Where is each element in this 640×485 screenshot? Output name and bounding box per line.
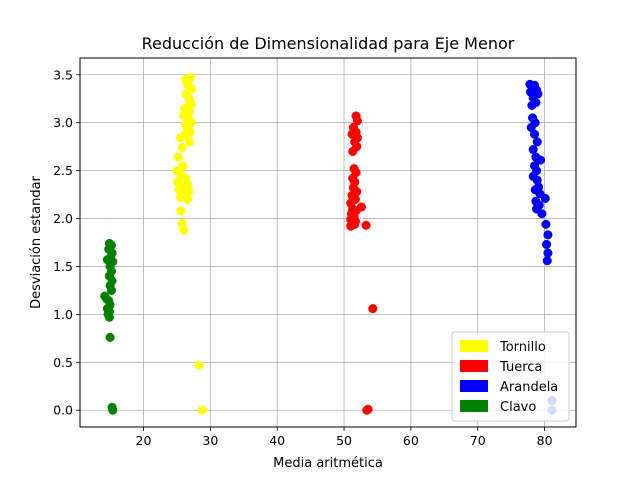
data-point-tornillo [185,137,195,147]
data-point-arandela [537,209,547,219]
legend-label-arandela: Arandela [500,380,558,395]
data-point-arandela [532,137,542,147]
data-point-tuerca [346,221,356,231]
plot-frame [79,57,577,428]
y-tick-label: 3.5 [53,67,73,82]
y-tick-label: 0.0 [53,403,73,418]
data-point-arandela [542,239,552,249]
data-point-tornillo [183,194,193,204]
axis-ticks: 20 30 40 50 60 70 80 0.0 0.5 1.0 1.5 2.0 2.5 3.0 3.5 [53,67,552,448]
y-tick-label: 2.0 [53,211,73,226]
y-tick-label: 3.0 [53,115,73,130]
x-tick-label: 30 [202,433,218,448]
data-point-tornillo [179,225,189,235]
legend-swatch-arandela [460,380,488,392]
legend-box [451,331,570,422]
x-axis-label: Media aritmética [273,456,383,471]
data-point-tornillo [173,152,183,162]
data-point-clavo [105,332,115,342]
legend-label-clavo: Clavo [500,400,536,415]
legend-label-tornillo: Tornillo [499,340,546,355]
data-point-tornillo [175,133,185,143]
data-point-arandela [543,230,553,240]
data-point-tornillo [194,360,204,370]
data-point-arandela [530,129,540,139]
data-point-tuerca [348,146,358,156]
data-point-arandela [527,100,537,110]
y-tick-label: 2.5 [53,163,73,178]
data-point-arandela [536,155,546,165]
data-point-tornillo [197,405,207,415]
x-tick-label: 20 [136,433,152,448]
data-point-tuerca [368,304,378,314]
x-tick-label: 40 [269,433,285,448]
grid [80,58,576,427]
data-point-clavo [104,312,114,322]
y-tick-label: 1.0 [53,307,73,322]
data-point-clavo [108,405,118,415]
legend-swatch-clavo [460,400,488,412]
data-point-tuerca [352,116,362,126]
data-points [100,73,557,415]
legend-swatch-tuerca [460,360,488,372]
data-point-arandela [528,144,538,155]
y-tick-label: 1.5 [53,259,73,274]
x-tick-label: 80 [537,433,553,448]
legend: Tornillo Tuerca Arandela Clavo [451,331,570,422]
data-point-tornillo [177,143,187,153]
y-axis-label: Desviación estandar [29,175,44,308]
data-point-tuerca [362,405,372,415]
legend-swatch-tornillo [460,340,488,352]
y-tick-label: 0.5 [53,355,73,370]
data-point-tornillo [176,206,186,216]
data-point-tuerca [361,220,371,230]
chart-title: Reducción de Dimensionalidad para Eje Me… [142,34,515,53]
legend-label-tuerca: Tuerca [499,360,542,375]
x-tick-label: 50 [336,433,352,448]
x-tick-label: 60 [403,433,419,448]
x-tick-label: 70 [470,433,486,448]
data-point-arandela [543,248,553,258]
data-point-arandela [541,219,551,229]
data-point-arandela [540,193,550,203]
data-point-arandela [542,256,552,266]
data-point-clavo [106,285,116,295]
data-point-tornillo [178,161,188,171]
